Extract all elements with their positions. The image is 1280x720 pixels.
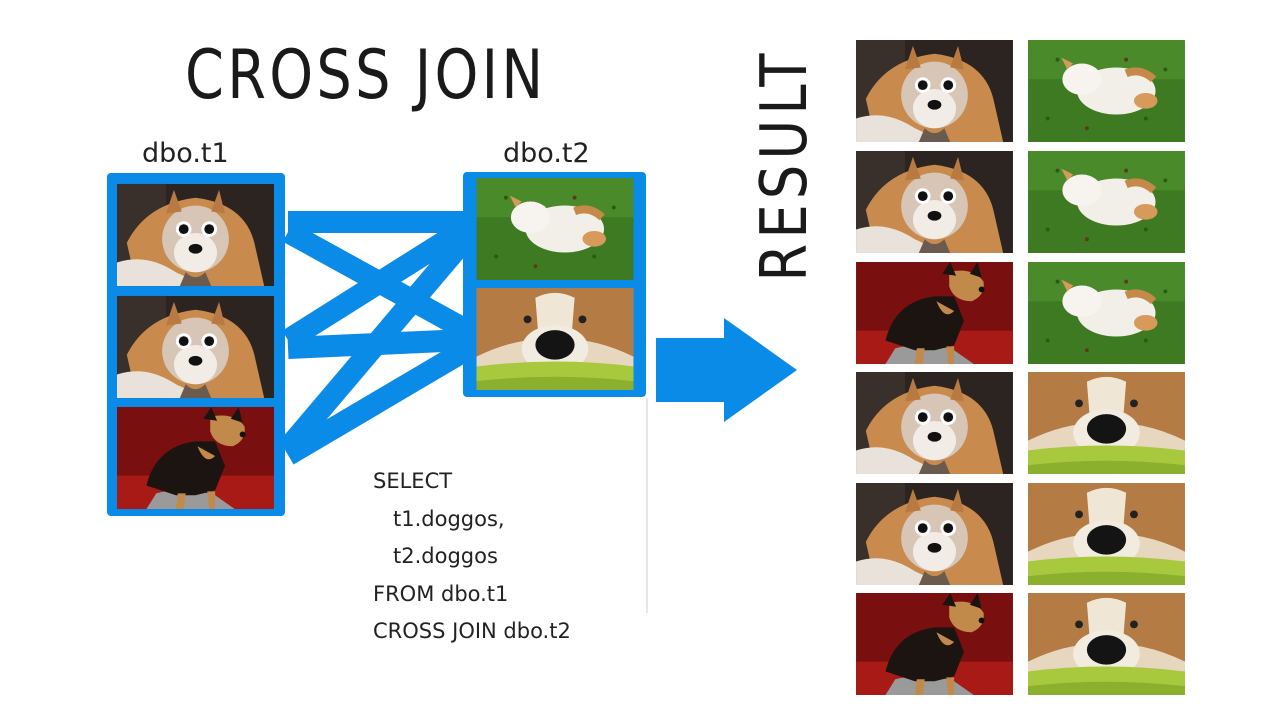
table-t2-label: dbo.t2 [503,138,590,169]
divider-line [646,398,648,613]
sql-line: t1.doggos, [373,506,505,531]
sql-line: SELECT [373,469,453,493]
connector-line [282,340,472,465]
arrow-icon [656,318,797,422]
result-row-5-t1 [856,483,1013,585]
result-row-2-t1 [856,151,1013,253]
table-t1-row-3 [117,407,274,509]
connector-line [282,218,472,350]
result-row-3-t1 [856,262,1013,364]
sql-line: t2.doggos [373,544,498,568]
result-row-4-t1 [856,372,1013,474]
result-row-1-t2 [1028,40,1185,142]
connector-lines [279,211,475,465]
result-row-4-t2 [1028,372,1185,474]
result-row-6-t1 [856,593,1013,695]
diagram-title: CROSS JOIN [185,36,547,115]
table-t1-label: dbo.t1 [142,138,229,169]
connector-line [279,230,475,456]
sql-line: FROM dbo.t1 [373,581,509,606]
result-row-2-t2 [1028,151,1185,253]
result-grid [856,40,1185,695]
result-row-1-t1 [856,40,1013,142]
table-t1-row-2 [117,296,274,398]
result-row-6-t2 [1028,593,1185,695]
result-row-5-t2 [1028,483,1185,585]
sql-query: SELECT t1.doggos, t2.doggos FROM dbo.t1 … [373,463,571,651]
table-t2 [463,172,646,397]
table-t1 [107,173,285,516]
table-t2-row-2 [477,288,634,390]
result-row-3-t2 [1028,262,1185,364]
table-t1-row-1 [117,184,274,286]
sql-line: CROSS JOIN dbo.t2 [373,619,571,643]
table-t2-row-1 [477,178,634,280]
